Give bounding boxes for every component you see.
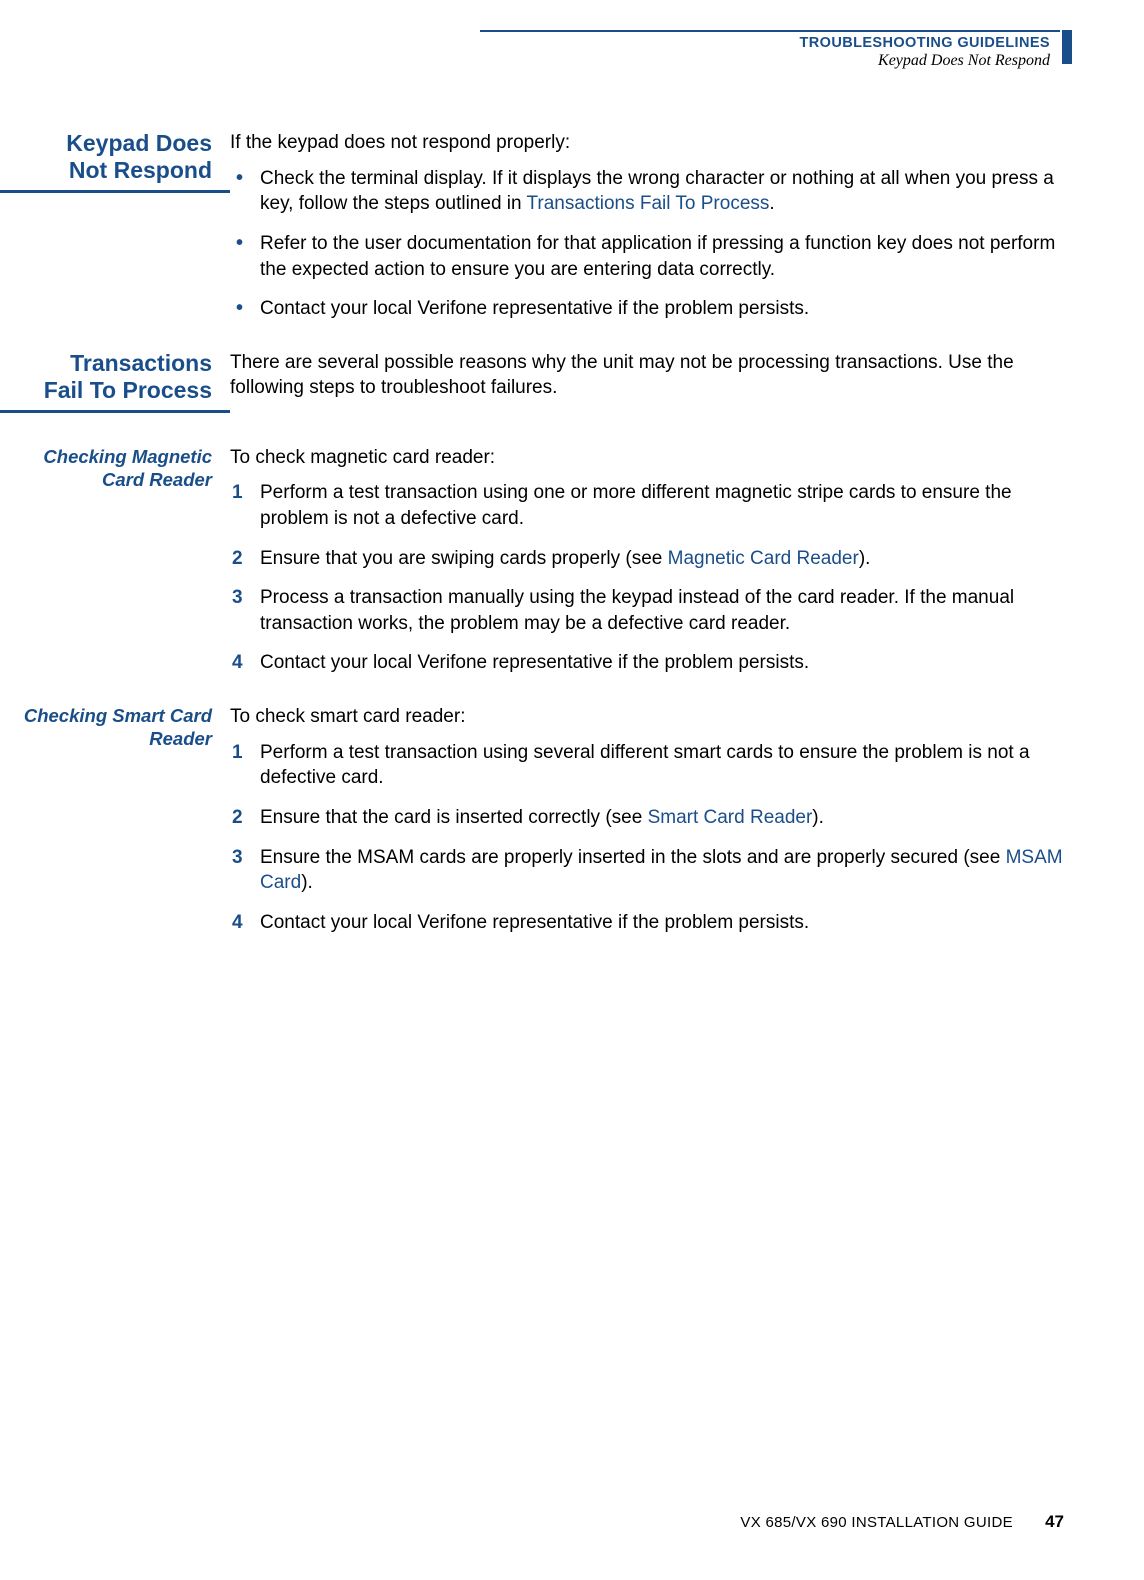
text-run: Ensure the MSAM cards are properly inser… <box>260 847 1006 868</box>
intro-text: To check magnetic card reader: <box>230 445 1064 471</box>
heading-rule <box>0 190 230 193</box>
heading-line: Keypad Does <box>66 130 212 156</box>
link-transactions-fail[interactable]: Transactions Fail To Process <box>527 193 770 214</box>
bullet-list: Check the terminal display. If it displa… <box>230 166 1064 322</box>
list-item: Perform a test transaction using one or … <box>230 480 1064 531</box>
list-item: Contact your local Verifone representati… <box>230 650 1064 676</box>
text-run: Ensure that you are swiping cards proper… <box>260 548 668 569</box>
list-item: Ensure the MSAM cards are properly inser… <box>230 845 1064 896</box>
list-item: Ensure that you are swiping cards proper… <box>230 546 1064 572</box>
page-header: TROUBLESHOOTING GUIDELINES Keypad Does N… <box>800 35 1050 70</box>
section-keypad: Keypad Does Not Respond If the keypad do… <box>0 130 1064 336</box>
heading-line: Fail To Process <box>44 377 212 403</box>
text-run: Ensure that the card is inserted correct… <box>260 807 648 828</box>
text-run: ). <box>812 807 824 828</box>
intro-text: If the keypad does not respond properly: <box>230 130 1064 156</box>
heading-rule <box>0 410 230 413</box>
footer-page-number: 47 <box>1045 1512 1064 1531</box>
list-item: Ensure that the card is inserted correct… <box>230 805 1064 831</box>
subheading-smart: Checking Smart Card Reader <box>0 704 230 949</box>
heading-keypad: Keypad Does Not Respond <box>0 130 230 336</box>
intro-text: There are several possible reasons why t… <box>230 350 1064 401</box>
heading-line: Checking Smart Card <box>24 705 212 726</box>
subheading-magnetic: Checking Magnetic Card Reader <box>0 445 230 690</box>
header-notch <box>1062 30 1072 64</box>
header-chapter: TROUBLESHOOTING GUIDELINES <box>800 35 1050 51</box>
header-topic: Keypad Does Not Respond <box>800 52 1050 70</box>
page-body: Keypad Does Not Respond If the keypad do… <box>0 130 1064 964</box>
section-transactions: Transactions Fail To Process There are s… <box>0 350 1064 413</box>
heading-line: Reader <box>149 728 212 749</box>
section-magnetic: Checking Magnetic Card Reader To check m… <box>0 445 1064 690</box>
text-run: ). <box>301 872 313 893</box>
heading-line: Card Reader <box>102 469 212 490</box>
numbered-list: Perform a test transaction using one or … <box>230 480 1064 676</box>
intro-text: To check smart card reader: <box>230 704 1064 730</box>
link-smart-card-reader[interactable]: Smart Card Reader <box>648 807 813 828</box>
link-magnetic-card-reader[interactable]: Magnetic Card Reader <box>668 548 859 569</box>
list-item: Check the terminal display. If it displa… <box>230 166 1064 217</box>
heading-line: Not Respond <box>69 157 212 183</box>
list-item: Contact your local Verifone representati… <box>230 910 1064 936</box>
heading-transactions: Transactions Fail To Process <box>0 350 230 413</box>
numbered-list: Perform a test transaction using several… <box>230 740 1064 936</box>
section-smart: Checking Smart Card Reader To check smar… <box>0 704 1064 949</box>
text-run: . <box>769 193 774 214</box>
list-item: Perform a test transaction using several… <box>230 740 1064 791</box>
heading-line: Checking Magnetic <box>43 446 212 467</box>
spacer <box>0 427 1064 445</box>
heading-line: Transactions <box>70 350 212 376</box>
header-rule <box>480 30 1060 32</box>
list-item: Process a transaction manually using the… <box>230 585 1064 636</box>
list-item: Contact your local Verifone representati… <box>230 296 1064 322</box>
footer-doc-title: VX 685/VX 690 INSTALLATION GUIDE <box>740 1514 1012 1531</box>
text-run: ). <box>859 548 871 569</box>
page-footer: VX 685/VX 690 INSTALLATION GUIDE 47 <box>740 1512 1064 1532</box>
list-item: Refer to the user documentation for that… <box>230 231 1064 282</box>
